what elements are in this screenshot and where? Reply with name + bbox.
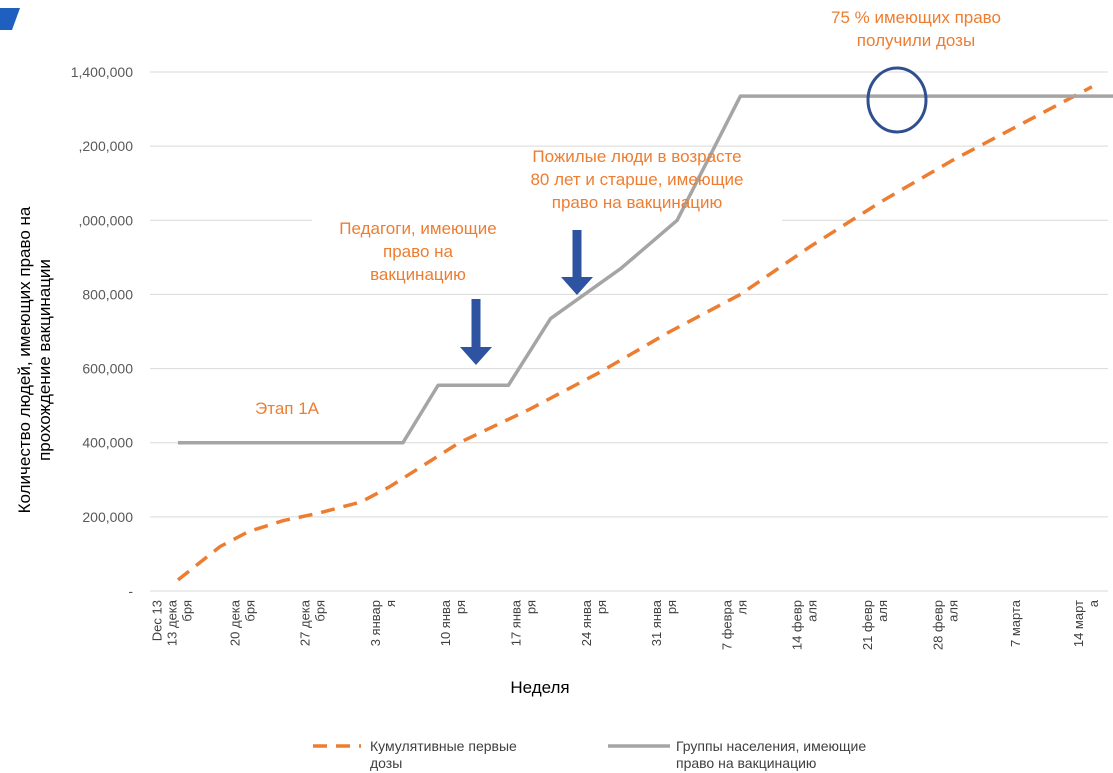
x-tick-text: 24 января: [579, 599, 609, 646]
target-circle: [866, 66, 928, 134]
x-tick-text: 3 января: [368, 600, 398, 646]
x-tick-label: 31 января: [649, 599, 679, 646]
x-tick-label: 21 февраля: [860, 600, 890, 650]
x-tick-label: 7 марта: [1008, 599, 1023, 647]
x-tick-text: 27 декабря: [298, 599, 328, 646]
logo-mark: [0, 8, 20, 30]
legend-label-1: Кумулятивные первые дозы: [370, 738, 517, 771]
y-tick-label: 200,000: [82, 509, 133, 525]
x-tick-text: 31 января: [649, 599, 679, 646]
annotation-stage: Этап 1А: [255, 399, 320, 418]
x-tick-label: 28 февраля: [930, 600, 960, 650]
x-tick-label: 27 декабря: [298, 599, 328, 646]
arrow-elderly: [561, 230, 593, 295]
x-axis-title: Неделя: [510, 678, 569, 697]
annotation-backdrop: [312, 150, 782, 290]
x-tick-label: 24 января: [579, 599, 609, 646]
x-tick-text: Dec 1313 декабря: [150, 599, 195, 646]
x-tick-text: 7 марта: [1008, 599, 1023, 647]
y-tick-label: 600,000: [82, 361, 133, 377]
y-tick-label: ,000,000: [79, 212, 134, 228]
x-tick-text: 20 декабря: [227, 599, 257, 646]
y-axis-title-text: Количество людей, имеющих право напрохож…: [15, 206, 54, 513]
x-tick-label: 10 января: [438, 599, 468, 646]
y-tick-label: -: [128, 583, 133, 599]
annotation-target: 75 % имеющих право получили дозы: [831, 8, 1001, 50]
arrow-teachers: [460, 299, 492, 365]
y-tick-label: 800,000: [82, 286, 133, 302]
x-tick-text: 28 февраля: [930, 600, 960, 650]
legend-label-2: Группы населения, имеющие право на вакцин…: [676, 738, 866, 771]
annotation-elderly: Пожилые люди в возрасте 80 лет и старше, …: [530, 147, 743, 212]
x-tick-label: 20 декабря: [227, 599, 257, 646]
x-tick-text: 14 марта: [1071, 599, 1101, 647]
series-line-1: [176, 85, 1093, 582]
x-tick-label: 3 января: [368, 600, 398, 646]
x-tick-text: 21 февраля: [860, 600, 890, 650]
x-tick-label: 17 января: [509, 599, 539, 646]
x-tick-label: 14 марта: [1071, 599, 1101, 647]
legend: Кумулятивные первые дозы Группы населения,…: [313, 738, 866, 771]
x-tick-label: 7 февраля: [719, 599, 749, 650]
y-tick-label: 1,400,000: [71, 64, 133, 80]
y-axis-title: Количество людей, имеющих право напрохож…: [15, 206, 54, 513]
x-tick-text: 7 февраля: [719, 599, 749, 650]
y-tick-label: ,200,000: [79, 138, 134, 154]
x-tick-text: 10 января: [438, 599, 468, 646]
y-tick-label: 400,000: [82, 435, 133, 451]
x-tick-label: 14 февраля: [790, 600, 820, 650]
x-tick-label: Dec 1313 декабря: [150, 599, 195, 646]
x-tick-text: 17 января: [509, 599, 539, 646]
x-tick-text: 14 февраля: [790, 600, 820, 650]
series-line-2: [178, 94, 1113, 445]
annotation-teachers: Педагоги, имеющие право на вакцинацию: [339, 219, 496, 284]
